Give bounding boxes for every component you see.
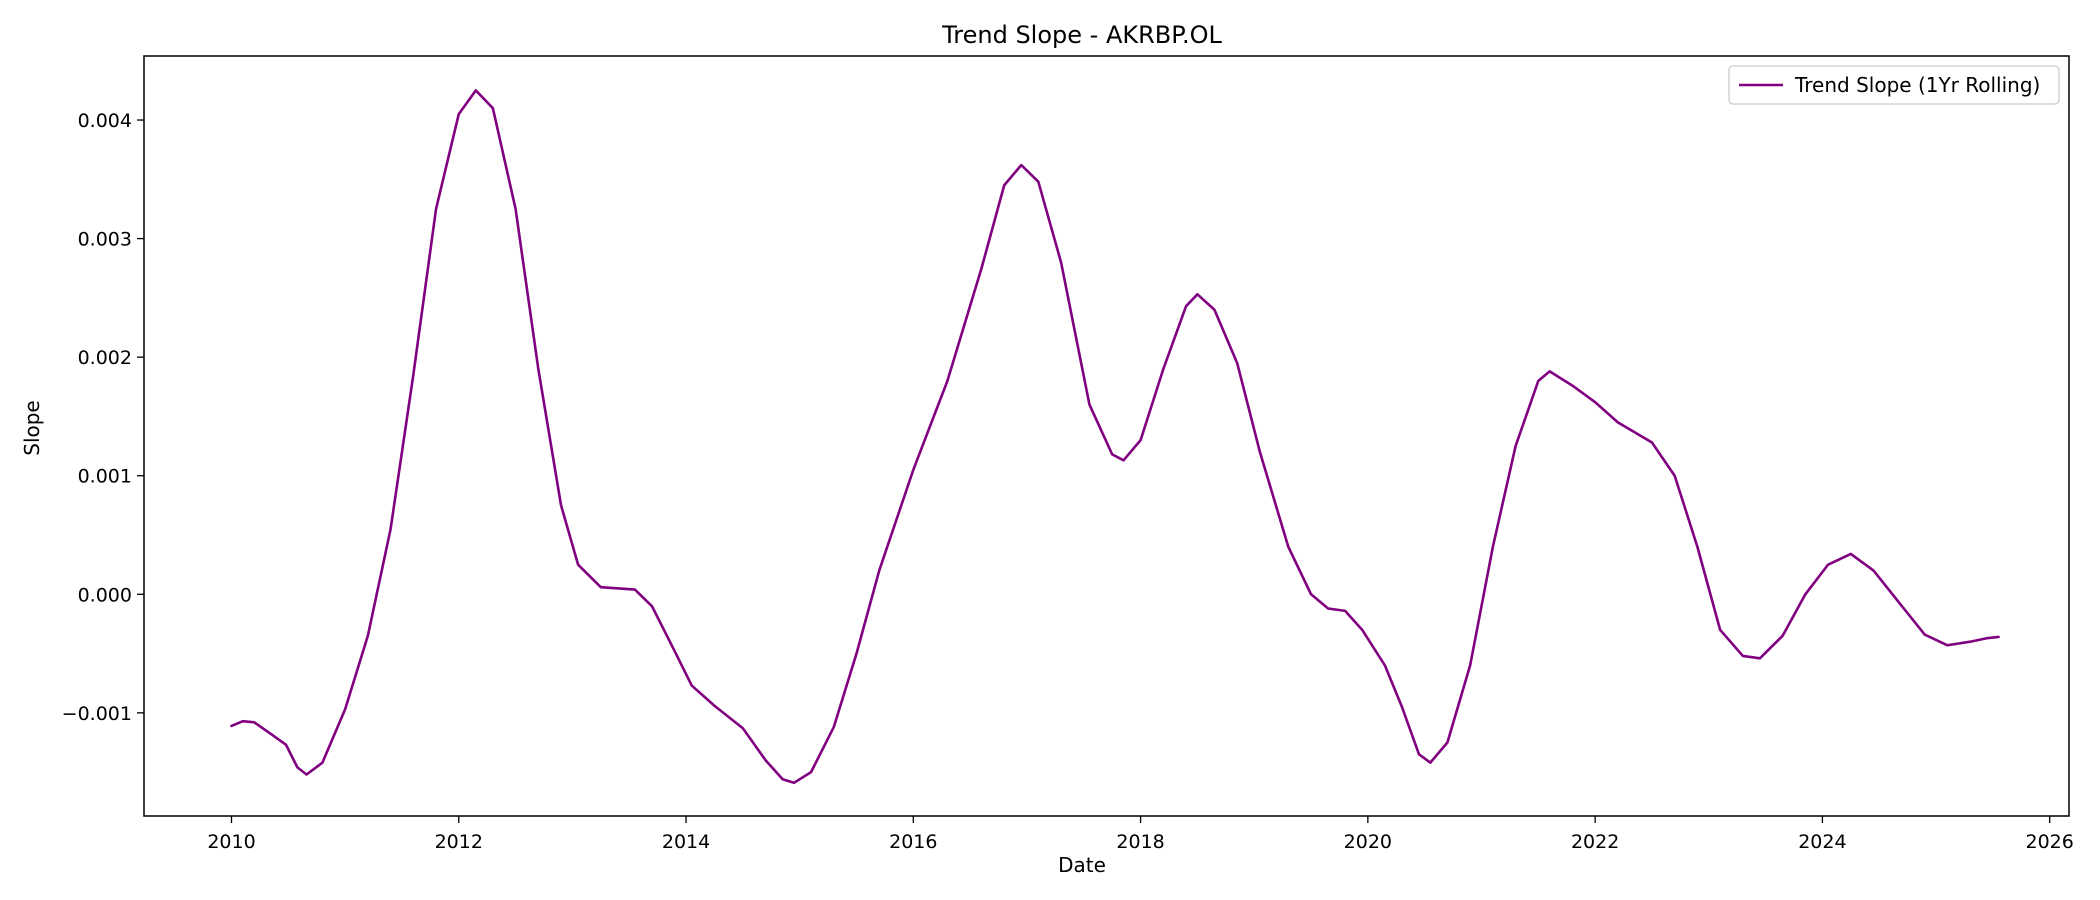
plot-area [143, 55, 2070, 817]
x-tick-label: 2026 [2026, 831, 2074, 853]
y-axis: −0.001 0.000 0.001 0.002 0.003 0.004 [62, 110, 144, 725]
x-axis-title: Date [1058, 853, 1106, 877]
y-tick-label: 0.004 [78, 110, 132, 132]
legend: Trend Slope (1Yr Rolling) [1728, 65, 2060, 105]
legend-label: Trend Slope (1Yr Rolling) [1794, 73, 2040, 97]
chart-title: Trend Slope - AKRBP.OL [941, 21, 1222, 49]
y-tick-label: 0.002 [78, 347, 132, 369]
x-tick-label: 2018 [1116, 831, 1164, 853]
x-tick-label: 2022 [1571, 831, 1619, 853]
y-tick-label: −0.001 [62, 703, 132, 725]
plot-frame [143, 55, 2070, 817]
y-tick-label: 0.003 [78, 229, 132, 251]
x-tick-label: 2010 [207, 831, 255, 853]
x-axis: 2010 2012 2014 2016 2018 2020 2022 2024 2026 [207, 816, 2074, 853]
x-tick-label: 2024 [1798, 831, 1846, 853]
y-axis-title: Slope [20, 400, 44, 456]
y-tick-label: 0.001 [78, 466, 132, 488]
x-tick-label: 2016 [889, 831, 937, 853]
y-tick-label: 0.000 [78, 584, 132, 606]
x-tick-label: 2014 [662, 831, 710, 853]
legend-box [1728, 65, 2060, 105]
x-tick-label: 2012 [435, 831, 483, 853]
x-tick-label: 2020 [1344, 831, 1392, 853]
series-line-1 [230, 89, 2000, 785]
